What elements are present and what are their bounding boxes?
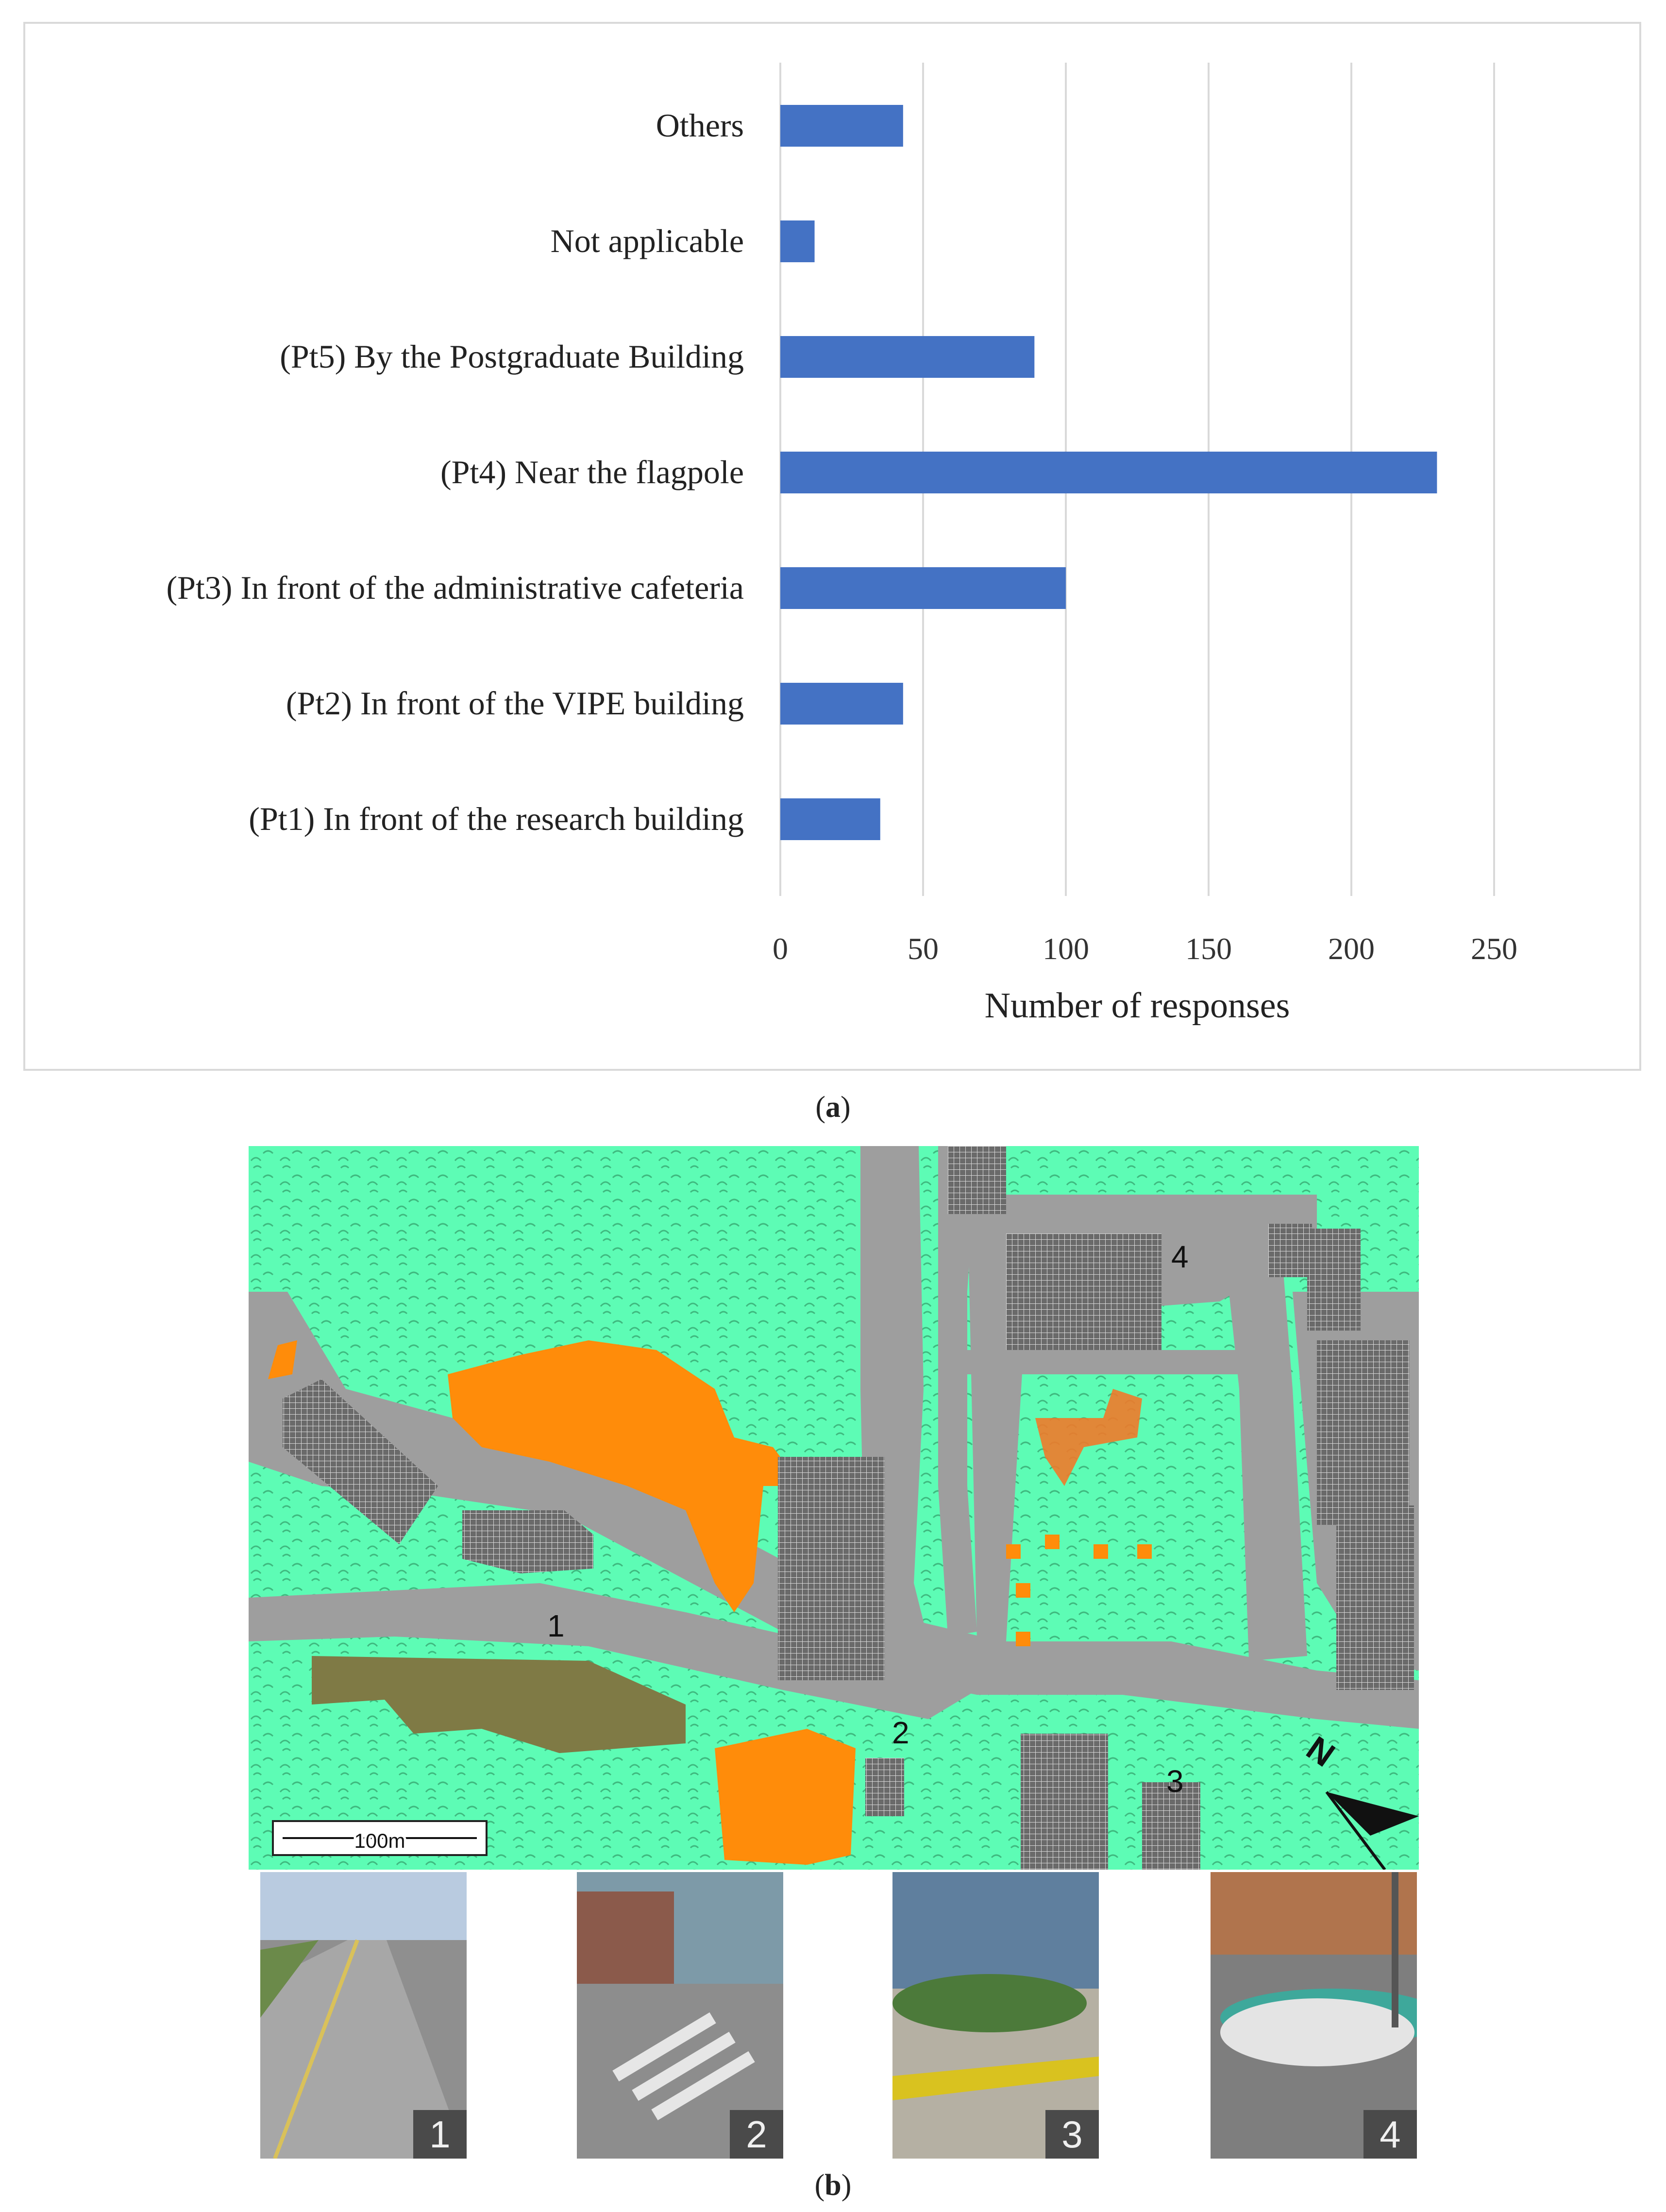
bar-6: [780, 220, 815, 262]
x-tick-label-4: 200: [1328, 931, 1375, 966]
photo-number-4: 4: [1363, 2110, 1417, 2159]
bar-7: [780, 105, 903, 147]
scale-bar: 100m: [272, 1820, 488, 1856]
bar-4: [780, 452, 1437, 493]
site-photo-4: 4: [1211, 1872, 1417, 2159]
bar-chart: 0 50 100 150 200 250 Number of responses (Pt1) …: [166, 63, 1517, 1026]
site-photo-3: 3: [892, 1872, 1099, 2159]
campus-map: 1 2 3 4 100m N: [249, 1146, 1419, 1870]
map-label-3: 3: [1166, 1764, 1184, 1799]
photo-number-3: 3: [1045, 2110, 1099, 2159]
bar-2: [780, 683, 903, 725]
x-tick-label-0: 0: [773, 931, 788, 966]
category-label-6: Not applicable: [551, 222, 744, 259]
caption-b: (b): [814, 2169, 852, 2202]
olive-area: [312, 1656, 686, 1753]
photo-number-1: 1: [413, 2110, 467, 2159]
caption-a: (a): [815, 1091, 851, 1124]
site-photo-2: 2: [577, 1872, 783, 2159]
bar-3: [780, 567, 1066, 609]
x-tick-label-5: 250: [1471, 931, 1517, 966]
category-label-7: Others: [656, 107, 744, 144]
category-label-1: (Pt1) In front of the research building: [249, 800, 744, 837]
chart-panel: 0 50 100 150 200 250 Number of responses (Pt1) …: [23, 22, 1641, 1071]
category-label-4: (Pt4) Near the flagpole: [440, 454, 744, 490]
category-label-3: (Pt3) In front of the administrative caf…: [166, 569, 744, 606]
x-tick-label-1: 50: [908, 931, 939, 966]
svg-text:100m: 100m: [354, 1829, 405, 1852]
x-axis-title: Number of responses: [985, 986, 1290, 1026]
bar-1: [780, 798, 880, 840]
buildings: [283, 1146, 1414, 1870]
map-point-labels: 1 2 3 4: [547, 1239, 1189, 1799]
x-tick-label-3: 150: [1185, 931, 1232, 966]
photo-number-2: 2: [730, 2110, 783, 2159]
category-label-2: (Pt2) In front of the VIPE building: [286, 685, 744, 722]
category-label-5: (Pt5) By the Postgraduate Building: [280, 338, 744, 375]
site-photo-1: 1: [260, 1872, 467, 2159]
bar-5: [780, 336, 1035, 378]
map-label-1: 1: [547, 1608, 565, 1643]
x-tick-label-2: 100: [1043, 931, 1089, 966]
orange-highlight-areas: [268, 1340, 1152, 1865]
map-label-4: 4: [1171, 1239, 1189, 1274]
map-label-2: 2: [892, 1715, 909, 1750]
